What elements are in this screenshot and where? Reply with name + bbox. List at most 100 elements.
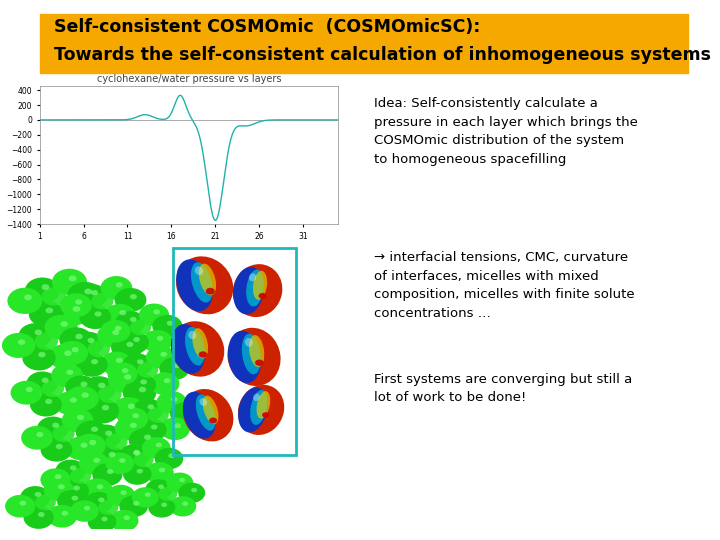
Circle shape [19,323,52,348]
Circle shape [142,437,171,458]
Circle shape [106,453,134,474]
Circle shape [123,380,156,406]
Circle shape [5,495,35,517]
Circle shape [91,290,98,295]
Circle shape [82,376,115,401]
FancyBboxPatch shape [40,14,688,73]
Circle shape [2,333,35,358]
Circle shape [38,352,45,357]
Circle shape [137,418,166,441]
Circle shape [209,417,217,423]
Circle shape [76,284,107,308]
Circle shape [158,484,164,489]
Ellipse shape [249,273,256,281]
Circle shape [155,448,184,469]
Circle shape [60,293,91,317]
Ellipse shape [228,330,261,383]
Ellipse shape [199,398,207,406]
Circle shape [42,284,50,290]
Circle shape [91,427,98,432]
Circle shape [55,460,86,482]
Circle shape [38,512,45,517]
Circle shape [45,315,78,340]
Circle shape [62,409,94,433]
Circle shape [137,469,143,474]
Circle shape [130,317,137,322]
Ellipse shape [185,327,204,366]
Circle shape [29,301,63,327]
Circle shape [148,407,168,423]
Circle shape [55,392,86,415]
Circle shape [52,269,87,295]
Circle shape [81,393,89,398]
Circle shape [53,423,59,428]
Circle shape [159,468,165,472]
Circle shape [130,294,137,299]
Circle shape [76,421,107,444]
Circle shape [66,436,97,460]
Circle shape [116,357,123,363]
Circle shape [81,382,88,387]
Circle shape [94,458,100,463]
Circle shape [107,362,138,385]
Circle shape [24,506,54,529]
Circle shape [108,368,141,393]
Circle shape [114,416,146,441]
Circle shape [145,480,172,500]
Circle shape [81,442,88,448]
Circle shape [124,374,131,380]
Circle shape [133,337,140,342]
Circle shape [159,357,189,380]
Circle shape [191,488,197,492]
Circle shape [199,352,207,357]
Circle shape [37,416,69,441]
Ellipse shape [242,334,261,374]
Circle shape [104,304,136,328]
Circle shape [71,347,78,353]
Circle shape [105,430,112,436]
Circle shape [72,332,104,355]
Circle shape [47,505,77,528]
Circle shape [90,424,122,448]
Circle shape [156,443,162,447]
Circle shape [139,387,146,393]
Circle shape [174,423,181,428]
Circle shape [84,506,90,510]
Circle shape [64,350,71,356]
Circle shape [139,303,169,326]
Circle shape [153,315,182,338]
Circle shape [91,293,114,309]
Circle shape [45,308,53,313]
Circle shape [68,282,102,308]
Circle shape [107,485,135,507]
Circle shape [30,393,62,416]
Circle shape [258,293,266,299]
Circle shape [45,399,53,404]
Circle shape [145,462,174,484]
Circle shape [88,341,110,357]
Circle shape [59,480,89,502]
Circle shape [160,417,190,440]
Circle shape [42,287,66,306]
Circle shape [156,391,186,414]
Title: cyclohexane/water pressure vs layers: cyclohexane/water pressure vs layers [96,74,282,84]
Circle shape [133,399,163,421]
Ellipse shape [253,394,260,401]
Circle shape [20,486,50,509]
Circle shape [153,309,160,314]
Circle shape [129,428,161,453]
Circle shape [71,500,99,522]
Circle shape [40,438,72,462]
Circle shape [120,310,126,315]
Circle shape [19,501,26,505]
Ellipse shape [192,328,208,359]
Circle shape [102,405,109,410]
Text: First systems are converging but still a
lot of work to be done!: First systems are converging but still a… [374,373,633,404]
Ellipse shape [233,264,282,317]
Circle shape [84,288,92,294]
Circle shape [35,492,41,497]
Circle shape [100,320,130,342]
Circle shape [56,299,91,326]
Circle shape [97,324,129,348]
Circle shape [92,463,122,486]
